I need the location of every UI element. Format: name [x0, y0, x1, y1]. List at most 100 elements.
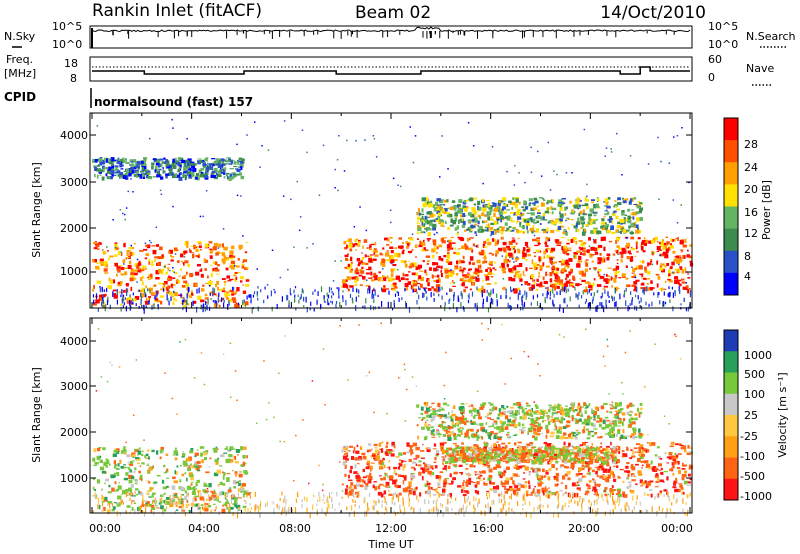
echo-cell: [584, 260, 588, 263]
echo-cell: [680, 446, 685, 450]
echo-cell: [413, 458, 418, 460]
echo-cell: [138, 447, 141, 450]
echo-cell: [603, 490, 606, 492]
echo-cell: [145, 172, 148, 175]
echo-cell: [436, 209, 441, 215]
echo-cell: [474, 223, 478, 226]
echo-cell: [511, 256, 514, 260]
echo-cell: [463, 307, 465, 312]
echo-cell: [424, 468, 428, 472]
echo-cell: [177, 168, 181, 172]
echo-cell: [235, 504, 241, 509]
echo-cell: [546, 231, 549, 234]
echo-cell: [500, 215, 504, 220]
echo-cell: [215, 269, 220, 272]
echo-cell: [237, 302, 240, 306]
echo-cell: [453, 204, 457, 210]
echo-cell: [141, 166, 146, 168]
echo-cell: [129, 294, 131, 298]
echo-cell: [617, 202, 622, 206]
echo-cell: [415, 463, 418, 466]
echo-cell: [134, 467, 137, 471]
echo-cell: [346, 139, 348, 142]
echo-cell: [161, 479, 165, 484]
echo-cell: [543, 219, 548, 221]
echo-cell: [451, 280, 454, 283]
echo-cell: [197, 160, 201, 165]
echo-cell: [498, 447, 503, 451]
echo-cell: [511, 220, 515, 223]
echo-cell: [273, 288, 275, 291]
echo-cell: [218, 243, 221, 248]
echo-cell: [671, 286, 673, 290]
echo-cell: [190, 252, 195, 254]
echo-cell: [564, 465, 568, 469]
echo-cell: [494, 281, 497, 285]
echo-cell: [426, 220, 430, 225]
echo-cell: [601, 292, 603, 298]
echo-cell: [215, 303, 217, 309]
echo-cell: [626, 462, 630, 465]
echo-cell: [331, 295, 333, 299]
echo-cell: [155, 226, 158, 228]
echo-cell: [229, 446, 234, 450]
echo-cell: [168, 249, 173, 254]
echo-cell: [440, 222, 444, 226]
echo-cell: [129, 164, 133, 166]
echo-cell: [239, 247, 242, 251]
echo-cell: [593, 239, 596, 244]
echo-cell: [510, 289, 512, 293]
echo-cell: [187, 468, 192, 472]
echo-cell: [313, 307, 315, 312]
echo-cell: [621, 247, 626, 252]
echo-cell: [416, 291, 418, 295]
echo-cell: [668, 286, 670, 290]
echo-cell: [427, 282, 430, 287]
echo-cell: [484, 204, 488, 206]
echo-cell: [183, 280, 187, 284]
echo-cell: [451, 450, 456, 454]
echo-cell: [172, 277, 176, 280]
echo-cell: [549, 189, 552, 191]
echo-cell: [226, 172, 230, 175]
echo-cell: [106, 460, 110, 465]
echo-cell: [239, 471, 242, 473]
echo-cell: [429, 222, 433, 227]
echo-cell: [417, 220, 419, 223]
echo-cell: [432, 226, 436, 231]
echo-cell: [145, 244, 149, 247]
echo-cell: [538, 256, 541, 258]
echo-cell: [99, 459, 103, 463]
echo-cell: [216, 280, 219, 285]
echo-cell: [270, 290, 272, 297]
echo-cell: [108, 484, 111, 488]
echo-cell: [423, 223, 426, 225]
echo-cell: [524, 481, 528, 484]
echo-cell: [189, 450, 194, 454]
echo-cell: [222, 168, 226, 173]
echo-cell: [384, 451, 389, 455]
echo-cell: [137, 450, 141, 455]
echo-cell: [495, 253, 498, 257]
echo-cell: [378, 460, 383, 465]
echo-cell: [685, 285, 689, 289]
echo-cell: [449, 282, 455, 284]
echo-cell: [543, 475, 547, 478]
echo-cell: [483, 450, 488, 452]
echo-cell: [236, 287, 240, 292]
echo-cell: [126, 494, 129, 496]
echo-cell: [123, 477, 128, 481]
echo-cell: [347, 450, 351, 452]
echo-cell: [238, 509, 241, 511]
echo-cell: [588, 288, 590, 293]
echo-cell: [462, 482, 465, 487]
echo-cell: [509, 296, 511, 300]
echo-cell: [585, 464, 590, 468]
echo-cell: [186, 162, 190, 167]
echo-cell: [602, 225, 605, 229]
echo-cell: [394, 247, 398, 249]
echo-cell: [687, 289, 690, 294]
echo-cell: [92, 457, 96, 462]
echo-cell: [612, 253, 616, 256]
echo-cell: [116, 161, 121, 164]
